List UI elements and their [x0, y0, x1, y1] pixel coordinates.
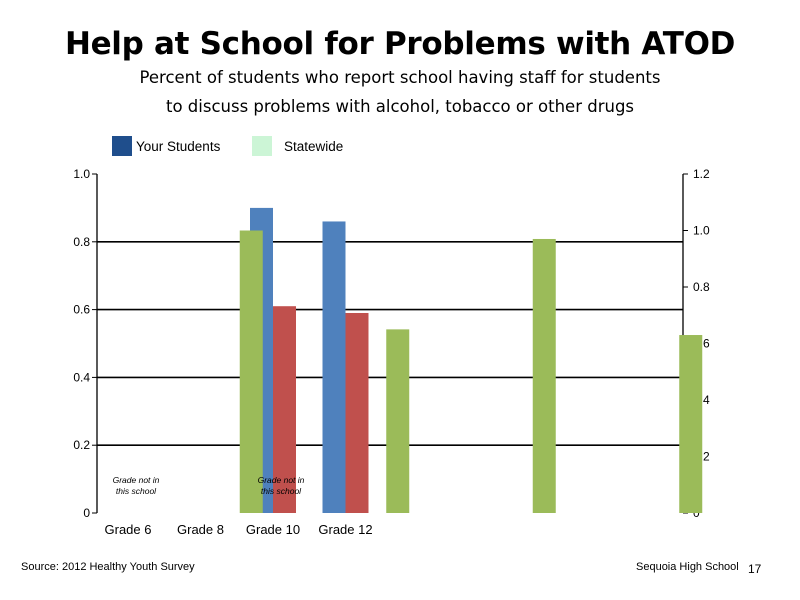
left-axis-tick-label: 0.4 — [73, 370, 90, 384]
bar-right-series-0-grade-10 — [532, 238, 556, 513]
bar-left-series-0-grade-12 — [322, 221, 346, 513]
x-axis-tick-label: Grade 10 — [246, 522, 300, 537]
school-name: Sequoia High School — [636, 561, 739, 573]
bar-right-series-0-grade-6 — [239, 230, 263, 513]
legend-item-your-students: Your Students — [112, 135, 220, 157]
legend-label-your-students: Your Students — [136, 138, 221, 154]
left-axis-tick-label: 0 — [83, 506, 90, 520]
chart-subtitle-line2: to discuss problems with alcohol, tobacc… — [165, 97, 635, 116]
source-note: Source: 2012 Healthy Youth Survey — [21, 561, 195, 573]
right-axis-tick-label: 0.8 — [693, 280, 710, 294]
left-axis-tick-label: 1.0 — [73, 167, 90, 181]
bar-left-series-1-grade-10 — [273, 306, 296, 513]
x-axis-tick-label: Grade 8 — [177, 522, 224, 537]
right-axis-tick-label: 1.0 — [693, 224, 710, 238]
page-number: 17 — [748, 562, 762, 576]
chart-title: Help at School for Problems with ATOD — [64, 26, 736, 62]
bar-right-series-0-grade-12 — [679, 335, 703, 513]
annotation-grade-not-in-school: this school — [116, 486, 157, 496]
legend-swatch-statewide — [252, 136, 272, 156]
annotation-grade-not-in-school: Grade not in — [113, 475, 160, 485]
x-axis-tick-label: Grade 12 — [318, 522, 372, 537]
bar-right-series-0-grade-8 — [386, 329, 410, 513]
left-axis-tick-label: 0.8 — [73, 235, 90, 249]
left-axis-tick-label: 0.2 — [73, 438, 90, 452]
annotation-grade-not-in-school: this school — [261, 486, 302, 496]
legend-label-statewide: Statewide — [284, 138, 344, 154]
legend-swatch-your-students — [112, 136, 132, 156]
x-axis-tick-label: Grade 6 — [105, 522, 152, 537]
annotation-grade-not-in-school: Grade not in — [258, 475, 305, 485]
legend-item-statewide: Statewide — [252, 135, 343, 157]
left-axis-tick-label: 0.6 — [73, 303, 90, 317]
bar-left-series-1-grade-12 — [345, 312, 369, 513]
right-axis-tick-label: 1.2 — [693, 167, 710, 181]
chart-subtitle-line1: Percent of students who report school ha… — [139, 68, 661, 87]
